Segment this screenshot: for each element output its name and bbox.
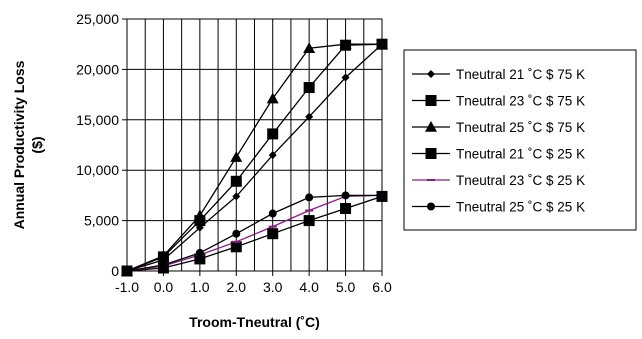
x-tick-label: 0.0 bbox=[154, 279, 174, 295]
data-point-series-3 bbox=[376, 38, 388, 49]
series-line-4 bbox=[126, 195, 383, 272]
legend-marker bbox=[427, 70, 435, 78]
x-tick-label: 2.0 bbox=[227, 279, 247, 295]
x-tick-label: 5.0 bbox=[336, 279, 356, 295]
y-tick-label: 25,000 bbox=[76, 11, 119, 27]
legend-label: Tneutral 23 ˚C $ 25 K bbox=[456, 173, 585, 188]
data-point-series-4 bbox=[303, 215, 315, 227]
x-tick-label: 1.0 bbox=[190, 279, 210, 295]
legend-label: Tneutral 23 ˚C $ 75 K bbox=[456, 94, 585, 109]
data-point-series-3 bbox=[339, 38, 352, 49]
data-point-series-3 bbox=[157, 249, 170, 261]
legend-label: Tneutral 25 ˚C $ 75 K bbox=[456, 120, 585, 135]
data-point-series-2 bbox=[194, 215, 206, 227]
data-point-series-2 bbox=[230, 175, 242, 187]
data-point-series-6 bbox=[232, 229, 241, 238]
legend-marker bbox=[425, 121, 437, 132]
legend-marker bbox=[425, 148, 437, 159]
data-point-series-1 bbox=[232, 192, 241, 201]
plot-area-border bbox=[126, 18, 383, 272]
y-tick-label: 20,000 bbox=[76, 61, 119, 77]
legend-box bbox=[403, 49, 637, 231]
legend-label: Tneutral 25 ˚C $ 25 K bbox=[456, 200, 585, 215]
data-point-series-3 bbox=[193, 209, 206, 221]
series-line-5 bbox=[126, 194, 383, 272]
data-point-series-4 bbox=[230, 241, 242, 253]
legend-label: Tneutral 21 ˚C $ 75 K bbox=[456, 67, 585, 82]
series-line-6 bbox=[126, 194, 382, 272]
data-point-series-3 bbox=[303, 42, 316, 54]
data-point-series-3 bbox=[230, 151, 243, 162]
y-tick-label: 15,000 bbox=[76, 112, 119, 128]
x-tick-label: 6.0 bbox=[372, 279, 392, 295]
x-tick-label: 3.0 bbox=[263, 279, 283, 295]
data-point-series-6 bbox=[268, 209, 277, 218]
y-axis-title-unit: ($) bbox=[29, 136, 45, 153]
axes: 0 5,000 10,000 15,000 20,000 25,000 -1.0 0.0 1.0… bbox=[11, 11, 392, 330]
data-point-series-4 bbox=[194, 253, 206, 265]
data-point-series-2 bbox=[303, 82, 315, 94]
data-point-series-6 bbox=[195, 248, 204, 257]
data-point-series-2 bbox=[267, 128, 279, 140]
series-line-2 bbox=[126, 43, 383, 272]
y-tick-label: 10,000 bbox=[76, 162, 119, 178]
x-tick-label: 4.0 bbox=[299, 279, 319, 295]
data-point-series-4 bbox=[267, 228, 279, 240]
legend-label: Tneutral 21 ˚C $ 25 K bbox=[456, 147, 585, 162]
data-point-series-6 bbox=[159, 260, 168, 269]
data-point-series-1 bbox=[341, 73, 350, 82]
y-tick-label: 0 bbox=[111, 263, 119, 279]
series-line-3 bbox=[126, 43, 382, 272]
x-tick-label: -1.0 bbox=[115, 279, 139, 295]
series-lines bbox=[126, 43, 383, 272]
legend-marker bbox=[425, 95, 437, 106]
x-axis-title: Troom-Tneutral (˚C) bbox=[189, 314, 320, 330]
legend: Tneutral 21 ˚C $ 75 K Tneutral 23 ˚C $ 75… bbox=[403, 49, 637, 231]
data-point-series-4 bbox=[340, 203, 352, 215]
y-axis-title: Annual Productivity Loss bbox=[11, 60, 27, 229]
data-point-series-1 bbox=[305, 112, 314, 121]
data-point-series-6 bbox=[378, 191, 386, 200]
gridlines bbox=[126, 18, 383, 272]
y-tick-label: 5,000 bbox=[84, 213, 119, 229]
data-point-series-6 bbox=[305, 193, 314, 202]
data-point-series-6 bbox=[341, 191, 350, 200]
data-point-series-3 bbox=[266, 92, 279, 104]
legend-marker bbox=[427, 202, 435, 211]
data-point-series-1 bbox=[268, 151, 277, 160]
series-line-1 bbox=[126, 43, 383, 272]
